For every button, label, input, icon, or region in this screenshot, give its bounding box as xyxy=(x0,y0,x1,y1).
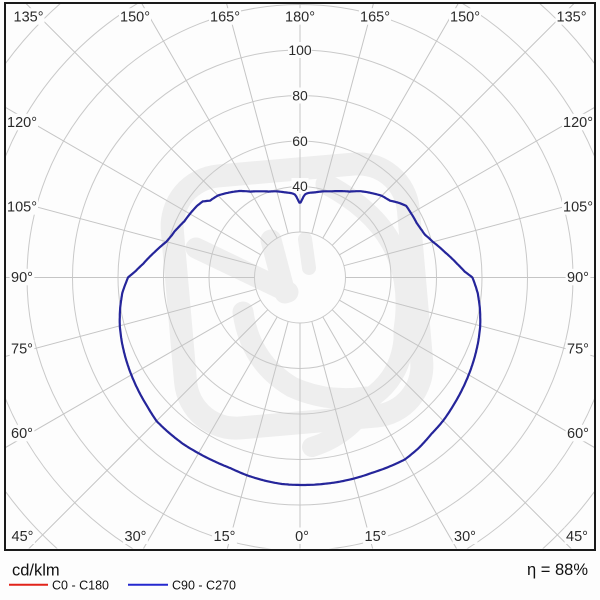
svg-text:135°: 135° xyxy=(557,10,587,26)
svg-text:150°: 150° xyxy=(450,10,480,26)
svg-text:75°: 75° xyxy=(567,342,589,358)
svg-text:105°: 105° xyxy=(563,200,593,216)
svg-text:60: 60 xyxy=(292,133,308,149)
svg-text:40: 40 xyxy=(292,178,308,194)
svg-text:0°: 0° xyxy=(295,529,309,545)
svg-text:120°: 120° xyxy=(563,115,593,131)
svg-text:η = 88%: η = 88% xyxy=(527,561,588,579)
svg-text:90°: 90° xyxy=(11,270,33,286)
svg-text:150°: 150° xyxy=(120,10,150,26)
svg-text:105°: 105° xyxy=(7,200,37,216)
svg-text:15°: 15° xyxy=(365,529,387,545)
svg-text:30°: 30° xyxy=(454,529,476,545)
svg-text:135°: 135° xyxy=(14,10,44,26)
svg-text:cd/klm: cd/klm xyxy=(12,562,60,580)
svg-text:180°: 180° xyxy=(285,10,315,26)
svg-text:90°: 90° xyxy=(567,270,589,286)
svg-text:120°: 120° xyxy=(7,115,37,131)
svg-text:100: 100 xyxy=(288,42,312,58)
svg-text:165°: 165° xyxy=(210,10,240,26)
svg-text:60°: 60° xyxy=(11,426,33,442)
svg-text:80: 80 xyxy=(292,87,308,103)
svg-text:15°: 15° xyxy=(214,529,236,545)
svg-text:75°: 75° xyxy=(11,342,33,358)
svg-text:60°: 60° xyxy=(567,426,589,442)
svg-text:C90 - C270: C90 - C270 xyxy=(172,579,236,593)
svg-text:C0 - C180: C0 - C180 xyxy=(52,579,109,593)
svg-text:45°: 45° xyxy=(12,529,34,545)
svg-text:45°: 45° xyxy=(566,529,588,545)
svg-text:165°: 165° xyxy=(360,10,390,26)
svg-text:30°: 30° xyxy=(125,529,147,545)
